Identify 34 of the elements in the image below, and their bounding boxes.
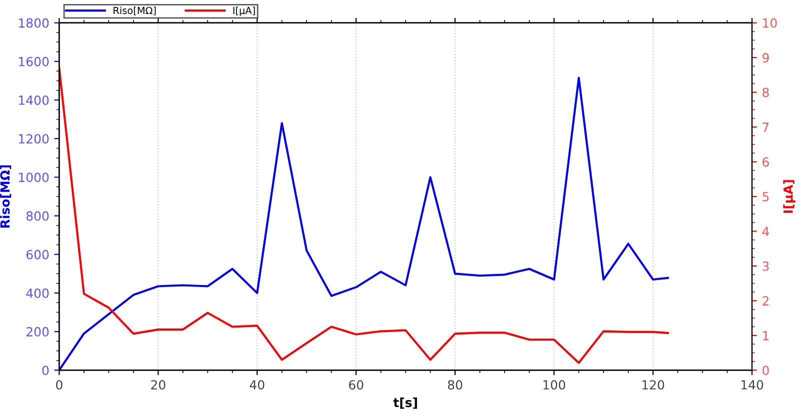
legend-label: I[µA] xyxy=(233,6,255,16)
y2-tick-label: 7 xyxy=(762,122,769,132)
x-tick-label: 140 xyxy=(741,380,764,390)
legend-label: Riso[MΩ] xyxy=(114,6,156,16)
y2-tick-label: 10 xyxy=(763,18,777,28)
y2-tick-label: 8 xyxy=(762,88,769,98)
y2-tick-label: 1 xyxy=(763,331,769,340)
x-tick-label: 40 xyxy=(250,380,264,390)
y2-tick-label: 0 xyxy=(762,366,769,376)
y-tick-label: 800 xyxy=(26,211,49,221)
x-tick-label: 100 xyxy=(544,380,566,390)
y2-tick-label: 9 xyxy=(762,53,769,62)
x-tick-label: 0 xyxy=(56,380,62,390)
y-tick-label: 200 xyxy=(26,327,49,337)
x-axis-title: t[s] xyxy=(393,398,417,409)
x-tick-label: 20 xyxy=(151,380,166,390)
y-tick-label: 0 xyxy=(42,366,49,376)
x-tick-label: 120 xyxy=(642,380,664,390)
y-tick-label: 1200 xyxy=(19,134,49,144)
y-axis-title: Riso[MΩ] xyxy=(0,165,12,228)
y2-tick-label: 4 xyxy=(762,226,769,236)
x-tick-label: 60 xyxy=(349,380,364,390)
y2-tick-label: 6 xyxy=(762,157,769,167)
y-tick-label: 1400 xyxy=(19,95,49,105)
y-tick-label: 1800 xyxy=(19,18,49,28)
y2-tick-label: 3 xyxy=(762,261,769,271)
y2-tick-label: 2 xyxy=(762,296,768,306)
y-tick-label: 400 xyxy=(26,288,49,298)
y-tick-label: 600 xyxy=(26,250,49,260)
x-tick-label: 80 xyxy=(448,380,462,390)
y2-tick-label: 5 xyxy=(762,192,769,202)
y2-axis-title: I[µA] xyxy=(783,180,796,213)
y-tick-label: 1600 xyxy=(19,56,49,66)
y-tick-label: 1000 xyxy=(19,172,49,182)
